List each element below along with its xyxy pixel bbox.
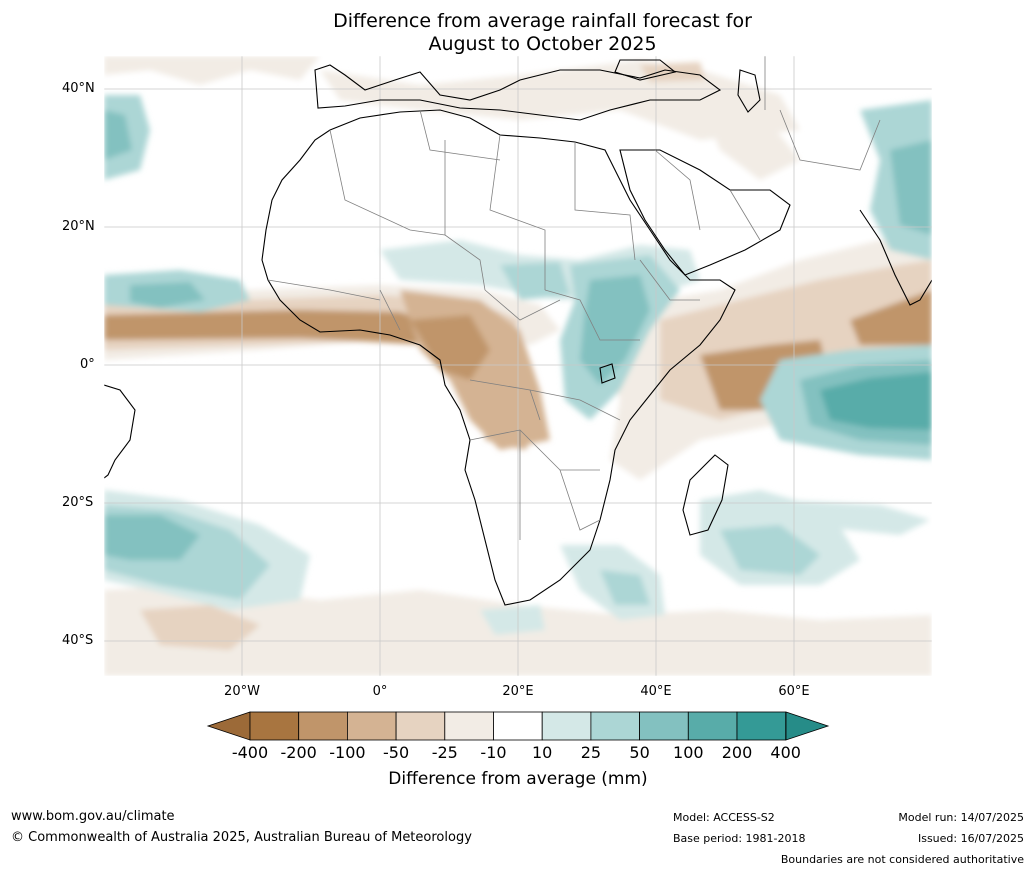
colorbar-label-9: 100: [673, 743, 704, 762]
india-coastline: [859, 209, 932, 306]
coastlines: [104, 59, 932, 606]
footer-base-period: Base period: 1981-2018: [673, 832, 806, 845]
colorbar-box-9: [687, 711, 738, 741]
south-america-coastline: [104, 384, 136, 479]
map-title: Difference from average rainfall forecas…: [0, 10, 1035, 56]
lat-label-0: 0°: [80, 357, 95, 372]
wet-area-south-atlantic-core: [104, 515, 200, 560]
lon-label-60e: 60°E: [778, 684, 810, 699]
wet-area-cape-verde-core: [130, 282, 205, 308]
wet-area-south-africa-core: [600, 570, 650, 605]
dry-area-turkey: [640, 62, 705, 82]
colorbar-label-10: 200: [721, 743, 753, 762]
black-sea-coastline: [614, 59, 677, 81]
lat-label-40s: 40°S: [62, 633, 94, 648]
wet-area-indian-ocean-south-core: [820, 372, 932, 430]
footer-model-run: Model run: 14/07/2025: [898, 811, 1024, 824]
colorbar-label-4: -25: [431, 743, 458, 762]
colorbar-box-5: [493, 711, 543, 741]
wet-area-arabian-sea-north-core: [890, 140, 932, 235]
colorbar: [206, 711, 830, 741]
lat-label-20n: 20°N: [62, 219, 95, 234]
colorbar-box-6: [541, 711, 592, 741]
lon-label-20e: 20°E: [502, 684, 534, 699]
colorbar-box-1: [298, 711, 348, 741]
colorbar-label-8: 50: [629, 743, 650, 762]
footer-model: Model: ACCESS-S2: [673, 811, 775, 824]
dry-area-arabia: [700, 100, 800, 180]
europe-coastline: [314, 64, 722, 121]
colorbar-label-2: -100: [329, 743, 366, 762]
wet-area-cape-south: [480, 605, 545, 635]
footer-disclaimer: Boundaries are not considered authoritat…: [780, 853, 1024, 866]
arabia-coastline: [619, 149, 791, 276]
colorbar-label-1: -200: [280, 743, 317, 762]
footer-copyright: © Commonwealth of Australia 2025, Austra…: [11, 830, 472, 845]
colorbar-extend-low: [206, 711, 251, 741]
colorbar-label-3: -50: [383, 743, 410, 762]
wet-area-great-lakes-core: [580, 275, 650, 385]
wet-area-south-indian: [780, 500, 930, 535]
colorbar-label-7: 25: [580, 743, 602, 762]
dry-area-gulf-guinea: [104, 310, 450, 345]
lake-victoria: [599, 363, 616, 384]
colorbar-label-5: -10: [480, 743, 507, 762]
colorbar-label-0: -400: [231, 743, 269, 762]
dry-area-congo-core: [410, 315, 490, 380]
madagascar-coastline: [682, 454, 729, 536]
colorbar-box-0: [249, 711, 300, 741]
caspian-coastline: [737, 69, 761, 113]
title-line-2: August to October 2025: [428, 33, 657, 55]
colorbar-box-10: [736, 711, 787, 741]
dry-area-south-atlantic: [140, 605, 260, 650]
graticule: [104, 56, 932, 676]
wet-area-madagascar-east-core: [720, 525, 820, 575]
lat-label-20s: 20°S: [62, 495, 94, 510]
lon-label-40e: 40°E: [640, 684, 672, 699]
colorbar-extend-high: [785, 711, 830, 741]
colorbar-box-4: [444, 711, 494, 741]
lon-label-0: 0°: [372, 684, 388, 699]
colorbar-label-11: 400: [770, 743, 801, 762]
africa-coastline: [261, 109, 736, 606]
colorbar-label-6: 10: [532, 743, 553, 762]
colorbar-box-3: [395, 711, 446, 741]
wet-area-chad: [500, 262, 570, 300]
colorbar-title: Difference from average (mm): [388, 769, 648, 789]
colorbar-boxes: [249, 711, 787, 741]
colorbar-box-7: [590, 711, 641, 741]
lat-label-40n: 40°N: [62, 81, 95, 96]
footer-website: www.bom.gov.au/climate: [11, 809, 175, 824]
colorbar-box-2: [346, 711, 397, 741]
dry-area-north-atlantic: [104, 56, 320, 85]
wet-area-north-atlantic-core: [104, 110, 132, 160]
title-line-1: Difference from average rainfall forecas…: [333, 10, 752, 32]
colorbar-box-8: [639, 711, 689, 741]
anomaly-shading: [104, 56, 932, 676]
country-borders: [267, 56, 881, 540]
lon-label-20w: 20°W: [224, 684, 260, 699]
map-frame: [103, 55, 933, 677]
footer-issued: Issued: 16/07/2025: [917, 832, 1024, 845]
